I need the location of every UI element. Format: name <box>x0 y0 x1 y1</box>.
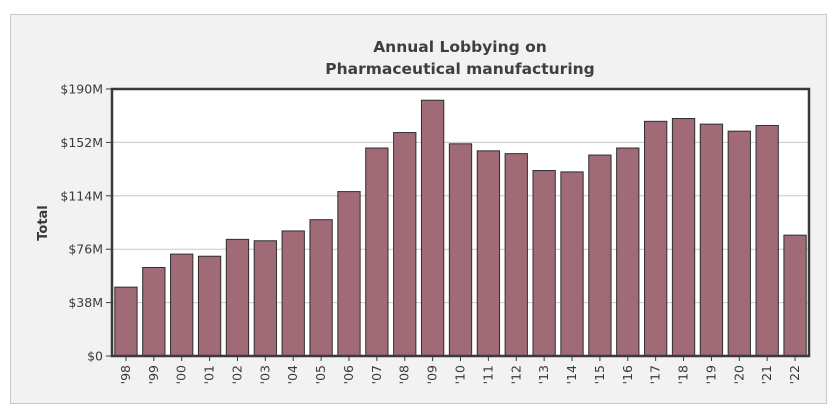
bar <box>253 240 277 357</box>
x-tick-label: '21 <box>759 365 774 384</box>
y-axis-label: Total <box>36 205 51 241</box>
x-tick-label: '98 <box>118 365 133 384</box>
bar <box>671 118 696 357</box>
bar <box>448 143 473 357</box>
x-tick-label: '22 <box>787 365 802 384</box>
bar <box>727 130 751 357</box>
bar <box>699 123 724 357</box>
bar <box>755 125 779 357</box>
x-tick-label: '14 <box>564 365 579 384</box>
y-tick-label: $190M <box>60 82 103 97</box>
x-tick-label: '12 <box>508 365 523 384</box>
bar <box>170 253 194 357</box>
x-tick-label: '04 <box>285 365 300 384</box>
axes <box>106 87 811 361</box>
bar <box>476 150 501 357</box>
chart-title-line-2: Pharmaceutical manufacturing <box>325 60 595 78</box>
bar <box>309 219 333 357</box>
bar <box>393 132 417 357</box>
bar <box>504 153 528 357</box>
y-tick-label: $114M <box>60 188 103 203</box>
x-tick-label: '02 <box>229 365 244 384</box>
x-tick-label: '10 <box>453 365 468 384</box>
bar <box>588 154 612 357</box>
x-tick-label: '19 <box>703 365 718 384</box>
x-tick-label: '08 <box>397 365 412 384</box>
y-tick-label: $76M <box>68 242 103 257</box>
chart-title-line-1: Annual Lobbying on <box>373 38 547 56</box>
bar <box>142 266 166 357</box>
bar <box>225 238 250 357</box>
y-tick-label: $0 <box>87 349 103 364</box>
y-tick-label: $38M <box>68 295 103 310</box>
bar <box>644 120 668 357</box>
x-tick-label: '03 <box>257 365 272 384</box>
x-tick-label: '11 <box>480 365 495 384</box>
x-tick-label: '99 <box>146 365 161 384</box>
bar <box>616 147 640 357</box>
y-tick-label: $152M <box>60 135 103 150</box>
x-tick-label: '09 <box>425 365 440 384</box>
bar <box>337 191 361 357</box>
x-tick-label: '05 <box>313 365 328 384</box>
bar <box>114 286 138 357</box>
bar <box>197 255 222 357</box>
x-tick-label: '13 <box>536 365 551 384</box>
bars <box>114 99 807 357</box>
x-tick-label: '18 <box>676 365 691 384</box>
x-tick-label: '15 <box>592 365 607 384</box>
bar <box>783 234 807 357</box>
x-tick-label: '00 <box>174 365 189 384</box>
x-tick-label: '01 <box>202 365 217 384</box>
bar <box>420 99 445 357</box>
x-tick-label: '07 <box>369 365 384 384</box>
bar <box>281 230 305 357</box>
x-tick-label: '16 <box>620 365 635 384</box>
x-tick-label: '06 <box>341 365 356 384</box>
bar <box>365 147 389 357</box>
y-tick-labels: $0 $38M $76M $114M $152M $190M <box>60 82 103 364</box>
x-tick-label: '20 <box>731 365 746 384</box>
bar <box>532 170 556 357</box>
bar-chart: Annual Lobbying on Pharmaceutical manufa… <box>36 38 811 384</box>
x-tick-labels: '98 '99 '00 '01 '02 '03 '04 '05 '06 '07 '08 '09 '10 '… <box>118 365 802 384</box>
chart-panel: Annual Lobbying on Pharmaceutical manufa… <box>10 14 827 404</box>
bar <box>560 171 584 357</box>
x-tick-label: '17 <box>648 365 663 384</box>
